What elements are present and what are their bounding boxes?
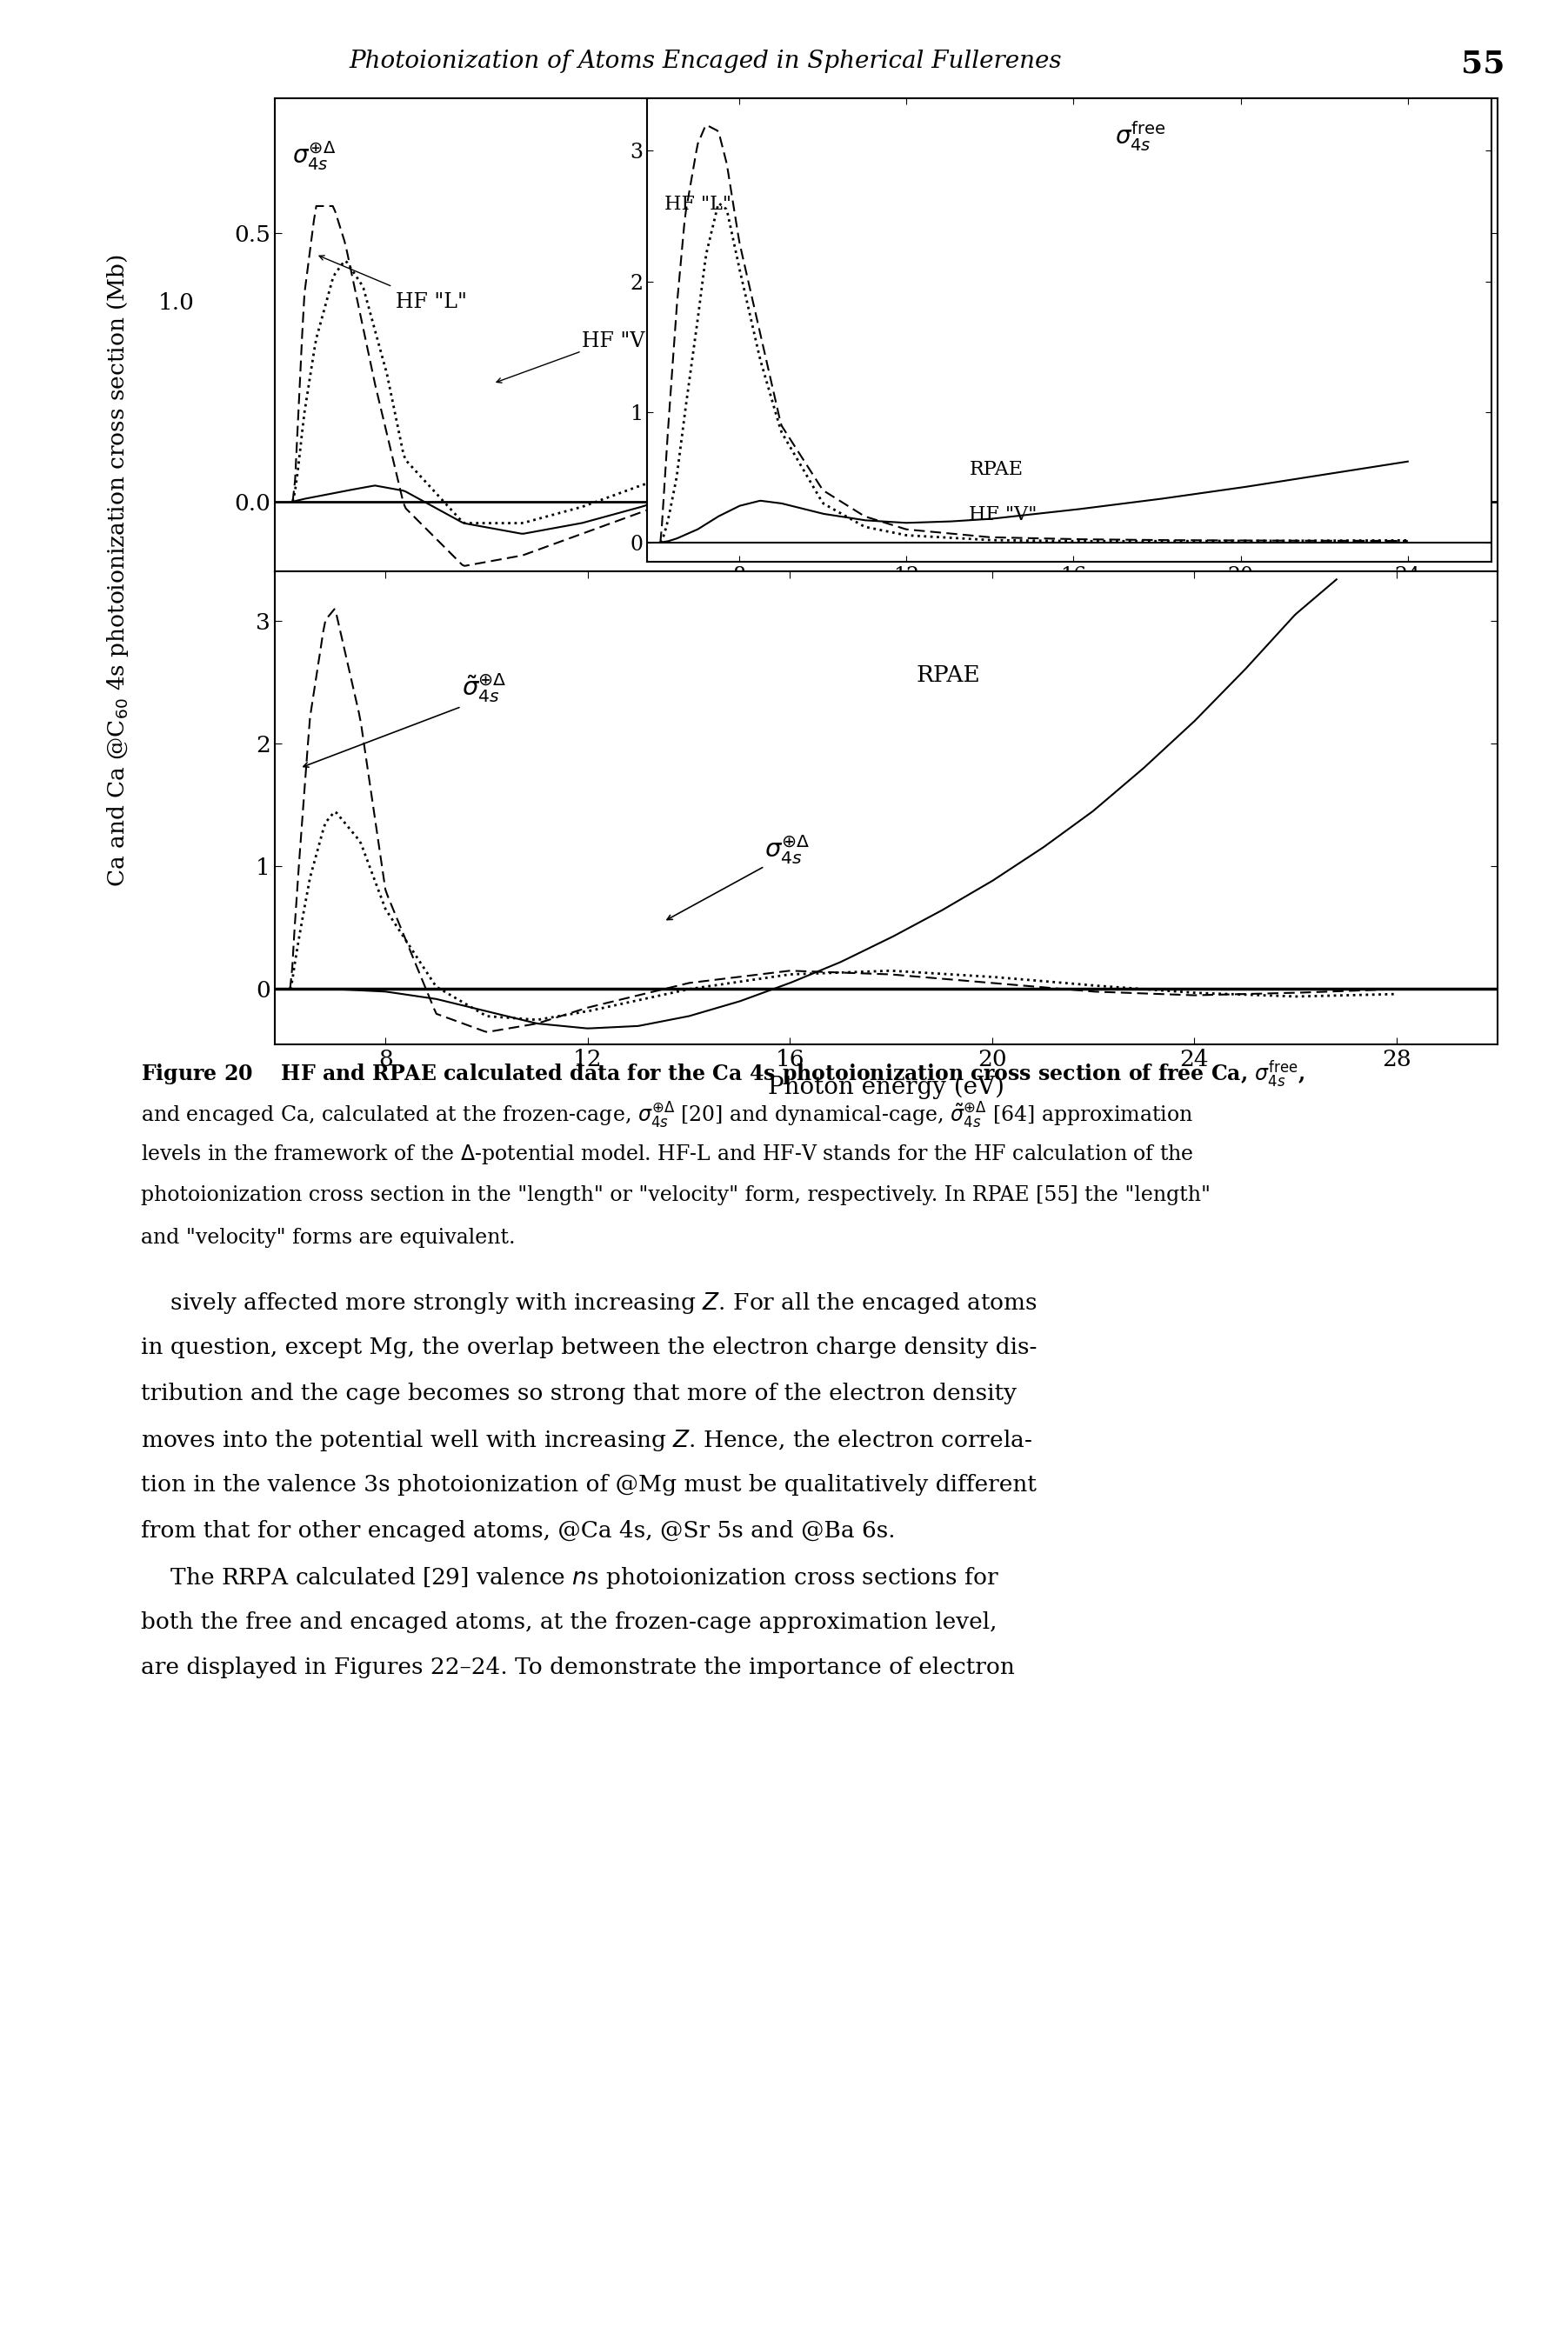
Text: tion in the valence 3s photoionization of @Mg must be qualitatively different: tion in the valence 3s photoionization o… (141, 1474, 1036, 1495)
Text: and encaged Ca, calculated at the frozen-cage, $\sigma_{4s}^{\oplus\Delta}$ [20]: and encaged Ca, calculated at the frozen… (141, 1101, 1193, 1131)
Text: Photoionization of Atoms Encaged in Spherical Fullerenes: Photoionization of Atoms Encaged in Sphe… (350, 49, 1062, 73)
Text: HF "L": HF "L" (395, 291, 467, 312)
Text: and "velocity" forms are equivalent.: and "velocity" forms are equivalent. (141, 1227, 516, 1249)
Text: photoionization cross section in the "length" or "velocity" form, respectively. : photoionization cross section in the "le… (141, 1185, 1210, 1206)
Text: are displayed in Figures 22–24. To demonstrate the importance of electron: are displayed in Figures 22–24. To demon… (141, 1657, 1014, 1678)
Text: both the free and encaged atoms, at the frozen-cage approximation level,: both the free and encaged atoms, at the … (141, 1610, 997, 1634)
Text: moves into the potential well with increasing $Z$. Hence, the electron correla-: moves into the potential well with incre… (141, 1427, 1032, 1453)
Text: tribution and the cage becomes so strong that more of the electron density: tribution and the cage becomes so strong… (141, 1382, 1018, 1404)
Text: The RRPA calculated [29] valence $n$s photoionization cross sections for: The RRPA calculated [29] valence $n$s ph… (141, 1565, 999, 1591)
Text: $\sigma_{4s}^{\oplus\Delta}$: $\sigma_{4s}^{\oplus\Delta}$ (765, 833, 811, 866)
Text: RPAE: RPAE (1203, 249, 1259, 270)
Text: levels in the framework of the $\Delta$-potential model. HF-L and HF-V stands fo: levels in the framework of the $\Delta$-… (141, 1143, 1193, 1166)
Text: HF "V": HF "V" (582, 331, 654, 352)
X-axis label: Photon energy (eV): Photon energy (eV) (768, 1075, 1004, 1098)
Text: in question, except Mg, the overlap between the electron charge density dis-: in question, except Mg, the overlap betw… (141, 1335, 1036, 1359)
Text: sively affected more strongly with increasing $Z$. For all the encaged atoms: sively affected more strongly with incre… (141, 1291, 1038, 1317)
Text: 55: 55 (1461, 49, 1505, 80)
Text: RPAE: RPAE (916, 664, 980, 685)
Text: 1.0: 1.0 (158, 291, 194, 314)
Text: from that for other encaged atoms, @Ca 4s, @Sr 5s and @Ba 6s.: from that for other encaged atoms, @Ca 4… (141, 1521, 895, 1542)
Text: $\sigma_{4s}^{\oplus\Delta}$: $\sigma_{4s}^{\oplus\Delta}$ (292, 138, 336, 171)
Text: $\tilde{\sigma}_{4s}^{\oplus\Delta}$: $\tilde{\sigma}_{4s}^{\oplus\Delta}$ (461, 671, 506, 704)
Text: Figure 20    HF and RPAE calculated data for the Ca 4s photoionization cross sec: Figure 20 HF and RPAE calculated data fo… (141, 1058, 1305, 1089)
Text: Ca and Ca @C$_{60}$ 4s photoionization cross section (Mb): Ca and Ca @C$_{60}$ 4s photoionization c… (105, 253, 130, 887)
